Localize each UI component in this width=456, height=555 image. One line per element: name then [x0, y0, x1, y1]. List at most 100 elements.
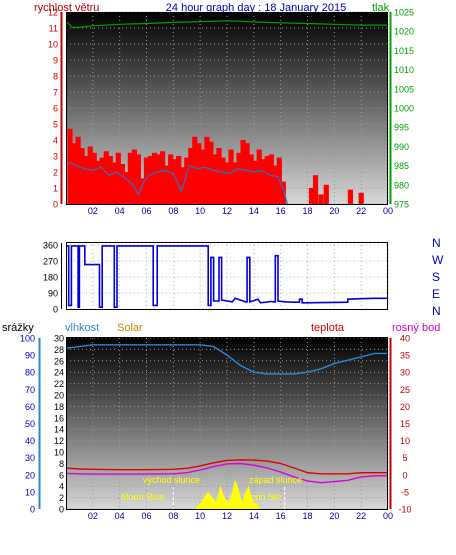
pressure-y-tick-1000: 1000: [394, 104, 414, 114]
wind-speed-bar: [188, 148, 194, 204]
wind-speed-bar: [67, 128, 73, 204]
temperature-label: teplota: [311, 322, 345, 334]
bottom-x-tick-22: 22: [356, 511, 366, 521]
pressure-y-tick-1025: 1025: [394, 8, 414, 18]
humidity-y-tick-12: 12: [54, 436, 64, 446]
wind-speed-bar: [91, 152, 97, 204]
wind-y-tick-9: 9: [53, 56, 58, 66]
rain-y-tick-70: 70: [25, 385, 35, 395]
pressure-y-tick-1005: 1005: [394, 84, 414, 94]
wind-y-tick-5: 5: [53, 120, 58, 130]
wind-speed-bar: [168, 154, 174, 204]
direction-label-n-bottom: N: [432, 304, 441, 318]
wind-y-tick-1: 1: [53, 184, 58, 194]
bottom-x-tick-20: 20: [329, 511, 339, 521]
wind-y-tick-8: 8: [53, 72, 58, 82]
wind-speed-bar: [99, 157, 105, 204]
humidity-label: vlhkost: [65, 322, 99, 334]
wind-speed-bar: [204, 136, 210, 204]
direction-y-tick-360: 360: [43, 241, 58, 251]
wind-speed-bar: [172, 159, 178, 204]
wind-speed-label: rychlost větru: [34, 2, 99, 14]
dewpoint-label: rosný bod: [392, 322, 440, 334]
wind-speed-bar: [236, 152, 242, 204]
wind-speed-bar: [135, 154, 141, 204]
rain-y-tick-0: 0: [30, 505, 35, 515]
pressure-y-tick-1020: 1020: [394, 27, 414, 37]
wind-x-tick-08: 08: [168, 206, 178, 216]
rain-y-tick-100: 100: [20, 334, 35, 344]
wind-speed-bar: [176, 156, 182, 204]
wind-speed-bar: [71, 143, 77, 204]
wind-x-tick-12: 12: [222, 206, 232, 216]
wind-average-line: [68, 161, 288, 205]
wind-speed-bar: [139, 178, 146, 204]
pressure-y-tick-1015: 1015: [394, 46, 414, 56]
wind-speed-bar: [264, 156, 270, 204]
rain-y-tick-10: 10: [25, 487, 35, 497]
direction-y-tick-0: 0: [53, 305, 58, 315]
wind-speed-bar: [75, 136, 81, 204]
wind-speed-bar: [232, 162, 238, 204]
humidity-y-tick-14: 14: [54, 425, 64, 435]
wind-speed-bar: [123, 172, 129, 204]
humidity-y-tick-2: 2: [59, 493, 64, 503]
wind-y-tick-7: 7: [53, 88, 58, 98]
humidity-y-tick-18: 18: [54, 402, 64, 412]
wind-speed-bar: [87, 146, 93, 204]
wind-x-tick-06: 06: [141, 206, 151, 216]
wind-speed-bar: [127, 152, 133, 204]
bottom-x-tick-02: 02: [88, 511, 98, 521]
sunset-annotation: západ slunce: [249, 475, 302, 485]
humidity-y-tick-20: 20: [54, 391, 64, 401]
wind-speed-bar: [244, 143, 250, 204]
temperature-y-tick-0: 0: [402, 470, 407, 480]
humidity-y-tick-0: 0: [59, 505, 64, 515]
wind-speed-bar: [147, 156, 154, 204]
sunrise-annotation: východ slunce: [143, 475, 200, 485]
temperature-y-tick-25: 25: [400, 385, 410, 395]
wind-speed-bar: [192, 136, 198, 204]
bottom-x-tick-18: 18: [302, 511, 312, 521]
temperature-y-tick--10: -10: [398, 505, 411, 515]
wind-speed-bar: [164, 165, 170, 204]
humidity-y-tick-6: 6: [59, 470, 64, 480]
humidity-y-tick-30: 30: [54, 334, 64, 344]
wind-y-tick-10: 10: [48, 40, 58, 50]
pressure-y-tick-985: 985: [394, 161, 409, 171]
wind-y-tick-11: 11: [49, 24, 58, 34]
pressure-y-tick-995: 995: [394, 123, 409, 133]
wind-x-tick-14: 14: [249, 206, 259, 216]
direction-y-tick-90: 90: [48, 289, 58, 299]
wind-speed-bar: [252, 160, 258, 204]
bottom-x-tick-06: 06: [141, 511, 151, 521]
pressure-y-tick-1010: 1010: [394, 65, 414, 75]
humidity-y-tick-26: 26: [54, 356, 64, 366]
wind-y-tick-3: 3: [53, 152, 58, 162]
rain-y-tick-20: 20: [25, 470, 35, 480]
humidity-y-tick-16: 16: [54, 413, 64, 423]
pressure-line: [65, 20, 388, 28]
temperature-y-tick--5: -5: [401, 487, 409, 497]
wind-speed-bar: [220, 157, 226, 204]
wind-x-tick-02: 02: [88, 206, 98, 216]
wind-speed-bar: [347, 189, 353, 204]
temperature-y-tick-15: 15: [400, 419, 410, 429]
wind-speed-bar: [280, 181, 286, 204]
wind-speed-bar: [318, 194, 324, 204]
direction-plot-frame: [66, 242, 388, 310]
wind-x-tick-00: 00: [383, 206, 393, 216]
humidity-y-tick-22: 22: [54, 379, 64, 389]
wind-speed-bar: [312, 175, 319, 204]
bottom-x-tick-00: 00: [383, 511, 393, 521]
rain-label: srážky: [2, 322, 34, 334]
wind-x-tick-10: 10: [195, 206, 205, 216]
wind-x-tick-20: 20: [329, 206, 339, 216]
pressure-y-tick-980: 980: [394, 180, 409, 190]
bottom-plot-frame: [66, 337, 388, 510]
wind-speed-bar: [160, 151, 166, 204]
direction-y-tick-180: 180: [43, 273, 58, 283]
humidity-y-tick-4: 4: [59, 482, 64, 492]
rain-y-tick-60: 60: [25, 402, 35, 412]
